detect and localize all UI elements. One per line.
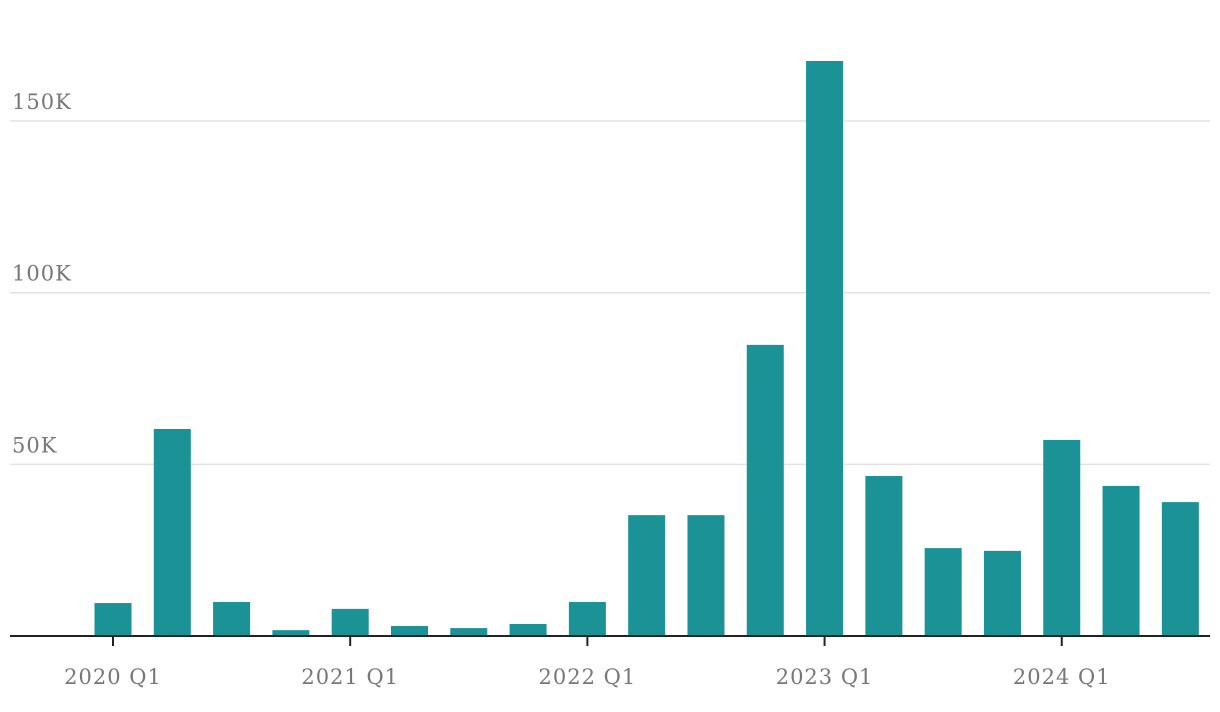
bar <box>509 623 547 636</box>
x-tick-label: 2023 Q1 <box>776 665 874 689</box>
bar <box>746 344 784 636</box>
bar <box>983 550 1021 636</box>
bar <box>806 60 844 636</box>
bar <box>153 428 191 636</box>
bar <box>272 630 310 636</box>
bar <box>213 602 251 636</box>
x-tick-label: 2022 Q1 <box>539 665 637 689</box>
x-tick-label: 2020 Q1 <box>64 665 162 689</box>
bar <box>1102 485 1140 636</box>
x-tick-label: 2024 Q1 <box>1013 665 1111 689</box>
bar <box>390 626 428 636</box>
bar <box>628 515 666 636</box>
bar <box>924 548 962 636</box>
bar <box>1043 439 1081 636</box>
bar <box>568 602 606 636</box>
x-tick-label: 2021 Q1 <box>301 665 399 689</box>
bar <box>865 476 903 636</box>
y-tick-label: 50K <box>12 433 57 457</box>
bar <box>94 603 132 636</box>
bar <box>450 628 488 636</box>
bar <box>331 608 369 636</box>
bar <box>1161 502 1199 636</box>
y-tick-label: 100K <box>12 262 72 286</box>
y-tick-label: 150K <box>12 90 72 114</box>
bar <box>687 515 725 636</box>
